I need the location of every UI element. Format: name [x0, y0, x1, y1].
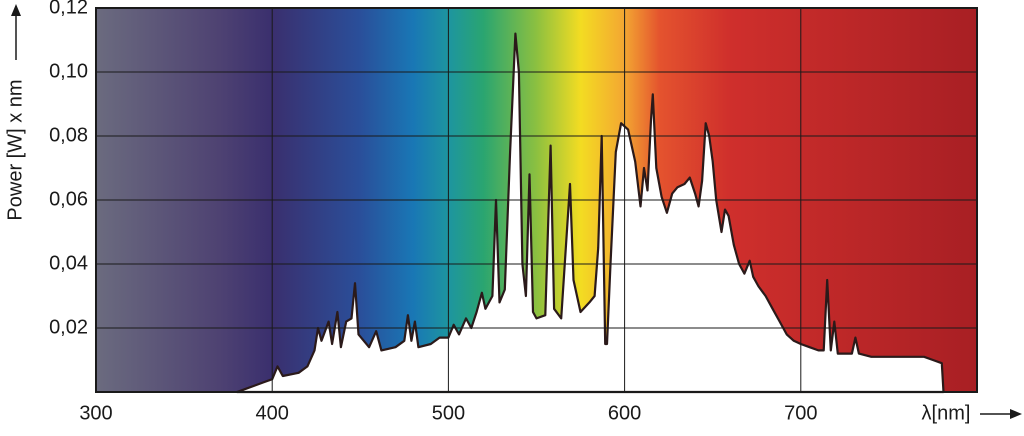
spectrum-area	[235, 32, 945, 394]
y-tick-label: 0,06	[49, 188, 88, 210]
y-tick-label: 0,02	[49, 316, 88, 338]
x-tick-label: 600	[608, 402, 641, 424]
y-tick-label: 0,10	[49, 60, 88, 82]
y-tick-label: 0,04	[49, 252, 88, 274]
y-axis-arrowhead	[11, 4, 21, 16]
plot-border	[95, 7, 978, 393]
y-axis-label: Power [W] x nm	[4, 79, 26, 220]
x-tick-label: 500	[432, 402, 465, 424]
y-tick-label: 0,08	[49, 124, 88, 146]
x-tick-label: 700	[784, 402, 817, 424]
x-tick-label: 400	[256, 402, 289, 424]
x-tick-label: 300	[79, 402, 112, 424]
y-tick-label: 0,12	[49, 0, 88, 18]
x-axis-arrowhead	[1010, 409, 1022, 419]
x-axis-label: λ[nm]	[922, 402, 971, 424]
